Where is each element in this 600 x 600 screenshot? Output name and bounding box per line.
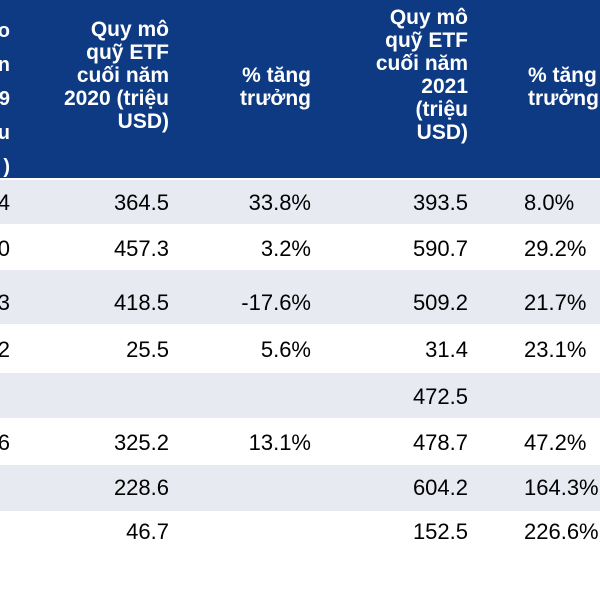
cell-col-0: 4 <box>0 190 10 215</box>
table-row: 228.6 604.2 164.3% <box>0 465 600 511</box>
cell-col-0: 3 <box>0 290 10 315</box>
header-size-2021: Quy mô quỹ ETF cuối năm 2021 (triệu USD) <box>375 6 468 144</box>
cell-size-2020: 325.2 <box>113 430 169 455</box>
table-row: 2 25.5 5.6% 31.4 23.1% <box>0 324 600 373</box>
table-row: 3 418.5 -17.6% 509.2 21.7% <box>0 270 600 324</box>
cell-size-2020: 46.7 <box>126 519 169 544</box>
cell-growth-2020: 3.2% <box>260 236 311 261</box>
table-header: o n 9 u ) Quy mô quỹ ETF cuối năm 2020 (… <box>0 0 600 178</box>
cell-size-2021: 478.7 <box>412 430 468 455</box>
cell-size-2020: 364.5 <box>113 190 169 215</box>
cell-size-2020: 228.6 <box>113 475 169 500</box>
table-row: 472.5 <box>0 373 600 418</box>
cell-growth-2021: 23.1% <box>524 337 587 362</box>
cell-growth-2021: 21.7% <box>524 290 587 315</box>
cell-col-0: 2 <box>0 337 10 362</box>
cell-growth-2021: 226.6% <box>524 519 599 544</box>
header-size-2020: Quy mô quỹ ETF cuối năm 2020 (triệu USD) <box>63 18 169 133</box>
cell-col-0: 6 <box>0 430 10 455</box>
header-col0: o n 9 u ) <box>0 20 10 178</box>
cell-size-2020: 418.5 <box>113 290 169 315</box>
table-row: 4 364.5 33.8% 393.5 8.0% <box>0 180 600 224</box>
cell-size-2021: 590.7 <box>412 236 468 261</box>
table-row: 6 325.2 13.1% 478.7 47.2% <box>0 418 600 465</box>
cell-size-2020: 25.5 <box>126 337 169 362</box>
cell-col-0: 0 <box>0 236 10 261</box>
cell-size-2021: 393.5 <box>412 190 468 215</box>
table-row: 0 457.3 3.2% 590.7 29.2% <box>0 224 600 270</box>
table-row: 46.7 152.5 226.6% <box>0 511 600 555</box>
cell-growth-2020: 5.6% <box>260 337 311 362</box>
cell-growth-2021: 47.2% <box>524 430 587 455</box>
cell-growth-2020: 13.1% <box>248 430 311 455</box>
cell-growth-2021: 164.3% <box>524 475 599 500</box>
cell-growth-2021: 29.2% <box>524 236 587 261</box>
header-growth-2020: % tăng trưởng <box>240 64 311 110</box>
cell-size-2021: 472.5 <box>412 384 468 409</box>
cell-size-2021: 152.5 <box>412 519 468 544</box>
cell-growth-2020: 33.8% <box>248 190 311 215</box>
cell-growth-2020: -17.6% <box>241 290 311 315</box>
cell-size-2020: 457.3 <box>113 236 169 261</box>
header-growth-2021: % tăng trưởng <box>528 64 599 110</box>
cell-size-2021: 604.2 <box>412 475 468 500</box>
cell-size-2021: 509.2 <box>412 290 468 315</box>
cell-growth-2021: 8.0% <box>524 190 575 215</box>
cell-size-2021: 31.4 <box>425 337 468 362</box>
